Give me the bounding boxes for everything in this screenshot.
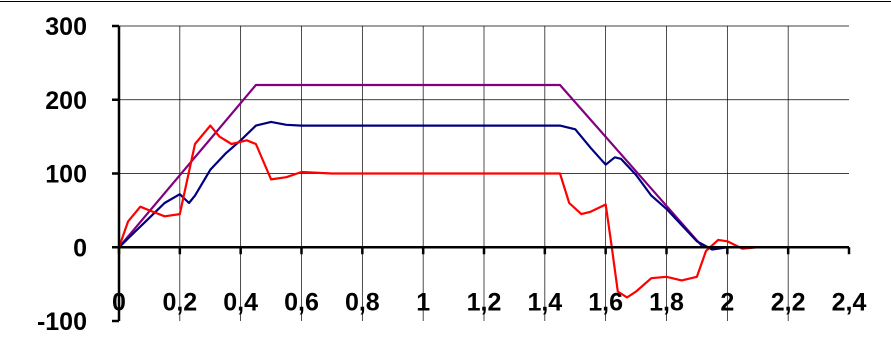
x-tick-label: 0,2 [162, 288, 197, 316]
x-tick-label: 2,4 [832, 288, 867, 316]
x-tick-label: 0,8 [345, 288, 380, 316]
y-tick-label: 0 [73, 234, 87, 262]
x-tick-label: 0,4 [223, 288, 258, 316]
y-tick-label: 100 [45, 161, 87, 189]
x-tick-label: 0 [112, 288, 126, 316]
x-tick-label: 1,2 [467, 288, 502, 316]
x-tick-label: 1,4 [527, 288, 562, 316]
x-tick-label: 1,8 [649, 288, 684, 316]
x-tick-label: 0,6 [284, 288, 319, 316]
y-tick-label: 300 [45, 13, 87, 41]
x-tick-label: 2,2 [771, 288, 806, 316]
x-tick-label: 1 [416, 288, 430, 316]
x-tick-label: 1,6 [588, 288, 623, 316]
y-tick-label: 200 [45, 87, 87, 115]
x-tick-label: 2 [720, 288, 734, 316]
y-tick-label: -100 [37, 308, 87, 336]
